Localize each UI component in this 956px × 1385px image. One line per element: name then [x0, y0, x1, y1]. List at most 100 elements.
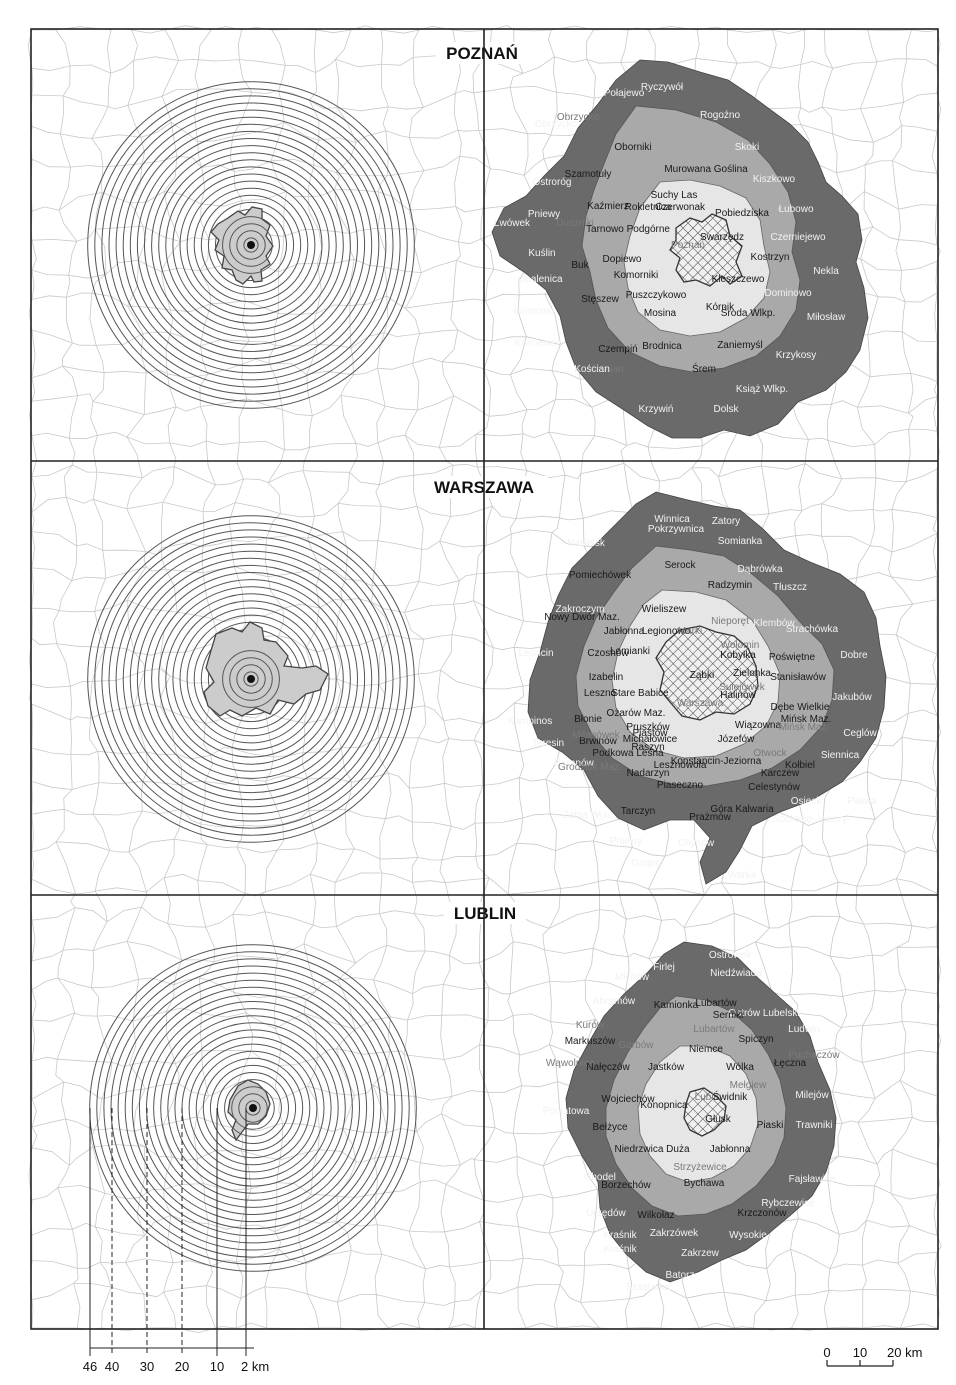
distance-ring [110, 965, 396, 1251]
place-label: Krzczonów [738, 1208, 788, 1219]
distance-axis: 46 40 30 20 10 2 km [83, 1108, 269, 1374]
place-label: Tarnowo Podgórne [586, 224, 670, 235]
place-label: Jakubów [832, 692, 872, 703]
panel-title-lublin: LUBLIN [454, 904, 516, 923]
distance-ring [243, 237, 259, 253]
place-label: Rogoźno [700, 110, 740, 121]
distance-ring [200, 194, 302, 296]
panel-lublin [89, 941, 837, 1283]
place-label: Niedźwiada [710, 968, 762, 979]
place-label: Stanisławów [770, 672, 826, 683]
place-label: Dąbrówka [737, 564, 782, 575]
place-label: Swarzędz [700, 232, 744, 243]
place-label: Lublin [695, 1092, 722, 1103]
place-label: Szamotuły [565, 169, 612, 180]
place-label: Celestynów [748, 782, 800, 793]
panel-frame [30, 28, 939, 1330]
distance-ring [236, 230, 266, 260]
place-label: Milanówek [572, 730, 620, 741]
place-label: Mińsk Maz. [779, 722, 830, 733]
place-label: Warka [728, 870, 757, 881]
place-label: Nieporęt [711, 616, 749, 627]
place-label: Miłosław [807, 312, 846, 323]
distance-ring [94, 522, 408, 836]
place-label: Nadarzyn [627, 768, 670, 779]
place-label: Nałęczów [586, 1062, 630, 1073]
distance-ring [117, 972, 389, 1244]
place-label: Fajsławice [789, 1174, 836, 1185]
place-label: Ożarów Maz. [607, 708, 666, 719]
place-label: Stęszew [581, 294, 620, 305]
poznan-rings-map [87, 81, 415, 409]
place-label: Poniatowa [543, 1106, 590, 1117]
place-label: Wiązowna [735, 720, 782, 731]
distance-ring [188, 1043, 318, 1173]
place-label: Lubartów [695, 998, 737, 1009]
place-label: Kobyłka [720, 650, 756, 661]
place-label: Milejów [795, 1090, 829, 1101]
place-label: Kołbiel [785, 760, 815, 771]
place-label: Kamionka [654, 1000, 699, 1011]
center-marker [249, 1104, 257, 1112]
place-label: Nekla [813, 266, 839, 277]
place-label: Tarczyn [621, 806, 655, 817]
distance-ring [87, 81, 415, 409]
distance-ring [153, 1008, 353, 1208]
place-label: Kaźmierz [587, 201, 629, 212]
place-label: Góra Kalwaria [710, 804, 774, 815]
poznan-city-shape [210, 206, 274, 285]
place-label: Urzędów [586, 1208, 626, 1219]
place-label: Grójec [631, 858, 660, 869]
place-label: Pruszków [626, 722, 670, 733]
place-label: Piaski [757, 1120, 784, 1131]
place-label: Kamieniec [515, 338, 562, 349]
poznan-city-hatched [669, 213, 743, 287]
place-label: Murowana Goślina [664, 164, 748, 175]
place-label: Nasielsk [567, 538, 606, 549]
place-label: Zakrzówek [650, 1228, 699, 1239]
distance-ring [151, 579, 351, 779]
distance-ring [131, 986, 375, 1230]
place-label: Rybczewice [761, 1198, 815, 1209]
poznan-zone-map [491, 59, 869, 439]
place-label: Mełgiew [730, 1080, 767, 1091]
place-label: Strachówka [786, 624, 839, 635]
place-label: Wąwolnica [546, 1058, 595, 1069]
place-label: Łubowo [778, 204, 813, 215]
place-label: Łomianki [610, 646, 650, 657]
place-label: Piastów [632, 728, 668, 739]
distance-ring [129, 123, 373, 367]
place-label: Książ Wlkp. [736, 384, 788, 395]
scale-bar: 0 10 20 km [823, 1345, 922, 1367]
place-label: Otwock [753, 748, 787, 759]
place-label: Zielonka [733, 668, 771, 679]
distance-ring [122, 116, 380, 374]
place-label: Teresin [532, 738, 564, 749]
distance-ring [222, 650, 280, 708]
place-label: Sobienie-Jeziory [773, 814, 847, 825]
place-label: Bychawa [684, 1178, 725, 1189]
scale-label-0: 0 [823, 1345, 830, 1360]
place-label: Czosnów [587, 648, 629, 659]
place-label: Kościan [588, 364, 624, 375]
distance-ring [236, 664, 266, 694]
place-label: Markuszów [565, 1036, 616, 1047]
place-label: Łęczna [774, 1058, 807, 1069]
place-label: Kampinos [508, 716, 552, 727]
place-label: Skoki [735, 142, 759, 153]
place-label: Jabłonna [604, 626, 645, 637]
distance-ring [108, 536, 394, 822]
place-label: Wołomin [721, 640, 760, 651]
place-label: Sulejówek [719, 682, 766, 693]
place-label: Trawniki [796, 1120, 833, 1131]
place-label: Zatory [712, 516, 740, 527]
distance-ring [165, 593, 337, 765]
place-label: Spiczyn [738, 1034, 773, 1045]
place-label: Ząbki [690, 670, 714, 681]
distance-rings [89, 944, 417, 1272]
distance-ring [179, 173, 323, 317]
lublin-city-shape [227, 1079, 271, 1142]
place-label: Niemce [689, 1044, 723, 1055]
lublin-rings-map [89, 944, 417, 1272]
